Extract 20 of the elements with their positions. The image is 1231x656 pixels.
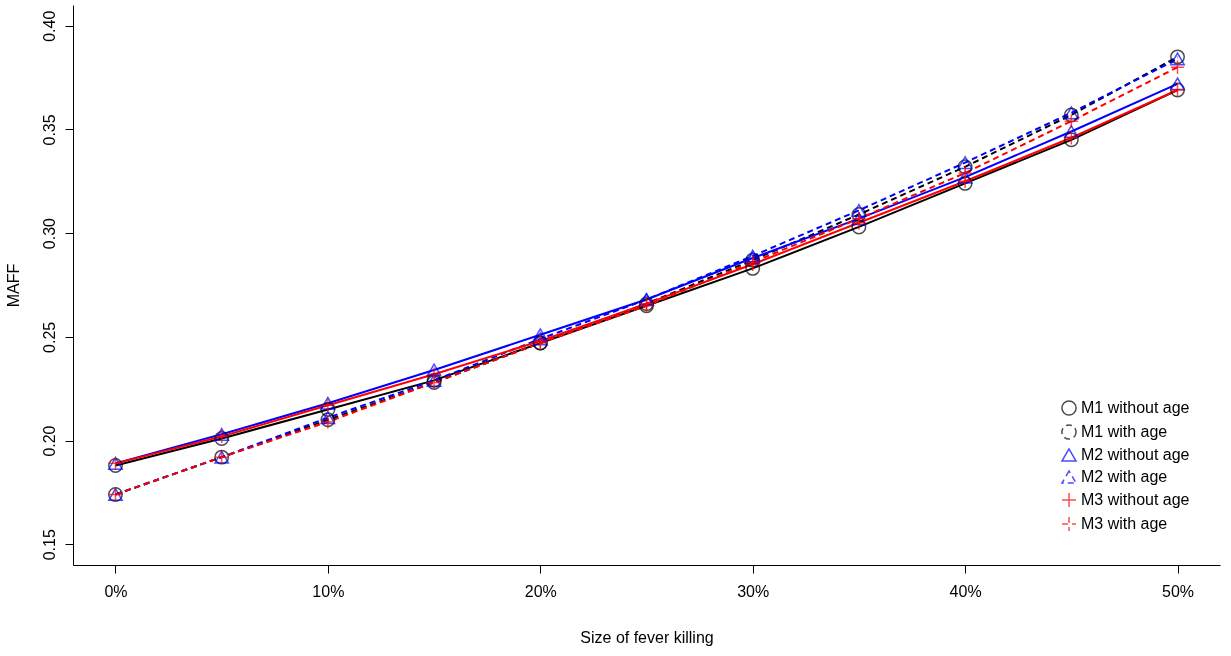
x-tick-label: 20%	[524, 582, 557, 600]
legend-label: M1 with age	[1081, 423, 1168, 440]
legend-label: M3 without age	[1081, 491, 1190, 508]
x-tick-label: 30%	[737, 582, 770, 600]
legend-label: M1 without age	[1081, 399, 1190, 416]
y-tick-label: 0.15	[40, 529, 58, 561]
legend-label: M2 without age	[1081, 446, 1190, 463]
legend-label: M3 with age	[1081, 515, 1168, 532]
y-tick-label: 0.20	[40, 425, 58, 457]
x-tick-label: 50%	[1162, 582, 1195, 600]
y-tick-label: 0.40	[40, 10, 58, 42]
x-tick-label: 10%	[312, 582, 345, 600]
x-tick-label: 0%	[104, 582, 128, 600]
legend-label: M2 with age	[1081, 468, 1168, 485]
y-tick-label: 0.25	[40, 321, 58, 353]
y-axis-title: MAFF	[4, 263, 22, 308]
x-axis-title: Size of fever killing	[580, 628, 714, 646]
x-tick-label: 40%	[949, 582, 982, 600]
y-tick-label: 0.30	[40, 217, 58, 250]
y-tick-label: 0.35	[40, 114, 58, 146]
